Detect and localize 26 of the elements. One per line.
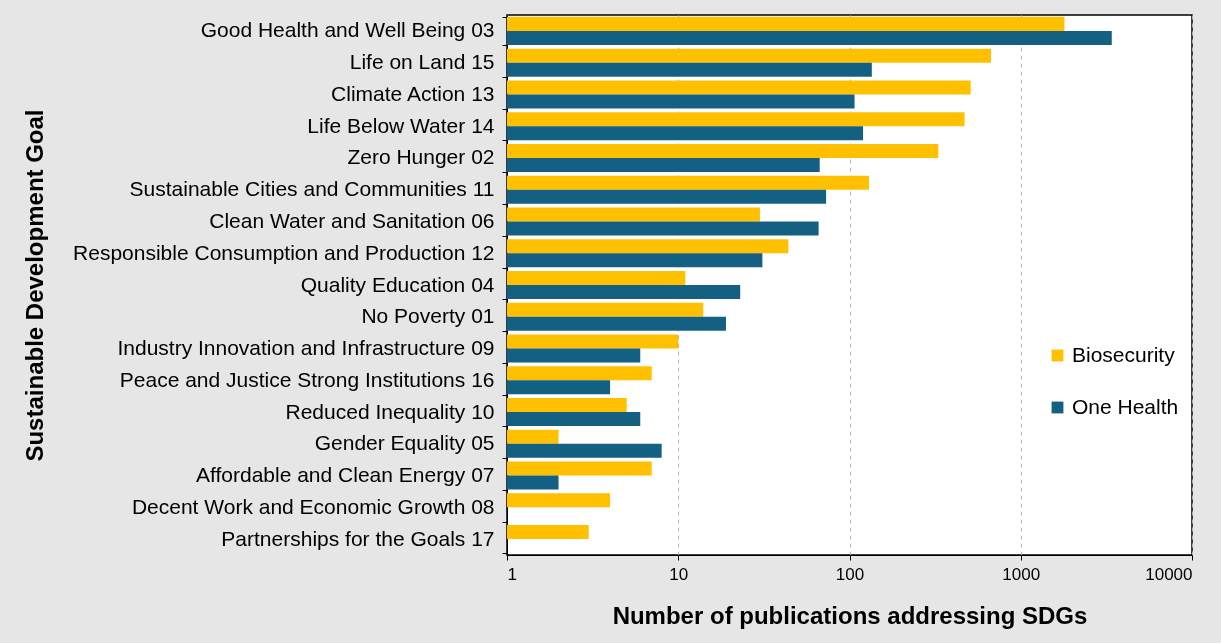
y-tick-label: Responsible Consumption and Production 12 xyxy=(73,240,495,264)
y-tick-label: Good Health and Well Being 03 xyxy=(200,18,495,42)
x-tick-label: 100 xyxy=(835,564,865,584)
x-tick-label: 1000 xyxy=(1002,564,1041,584)
x-axis-title: Number of publications addressing SDGs xyxy=(612,601,1088,629)
y-tick-label: Industry Innovation and Infrastructure 09 xyxy=(117,336,495,360)
x-tick-label: 10000 xyxy=(1145,564,1193,584)
legend-label: One Health xyxy=(1072,394,1179,418)
y-tick-label: Reduced Inequality 10 xyxy=(285,399,495,423)
y-tick-label: Gender Equality 05 xyxy=(314,431,495,455)
x-tick-label: 10 xyxy=(669,564,689,584)
y-tick-label: Life Below Water 14 xyxy=(307,113,495,137)
y-tick-label: Clean Water and Sanitation 06 xyxy=(209,208,495,232)
y-tick-label: Life on Land 15 xyxy=(349,50,495,74)
y-tick-label: Sustainable Cities and Communities 11 xyxy=(129,177,495,201)
y-tick-label: Peace and Justice Strong Institutions 16 xyxy=(119,367,495,391)
y-tick-label: Affordable and Clean Energy 07 xyxy=(196,463,495,487)
y-axis-title: Sustainable Development Goal xyxy=(20,109,48,462)
y-tick-label: Zero Hunger 02 xyxy=(347,145,495,169)
y-tick-label: Quality Education 04 xyxy=(300,272,495,296)
y-tick-label: Decent Work and Economic Growth 08 xyxy=(131,494,495,518)
y-tick-label: No Poverty 01 xyxy=(361,304,495,328)
y-tick-label: Partnerships for the Goals 17 xyxy=(221,526,495,550)
legend-label: Biosecurity xyxy=(1072,342,1176,366)
x-tick-label: 1 xyxy=(507,564,517,584)
y-tick-label: Climate Action 13 xyxy=(331,81,495,105)
